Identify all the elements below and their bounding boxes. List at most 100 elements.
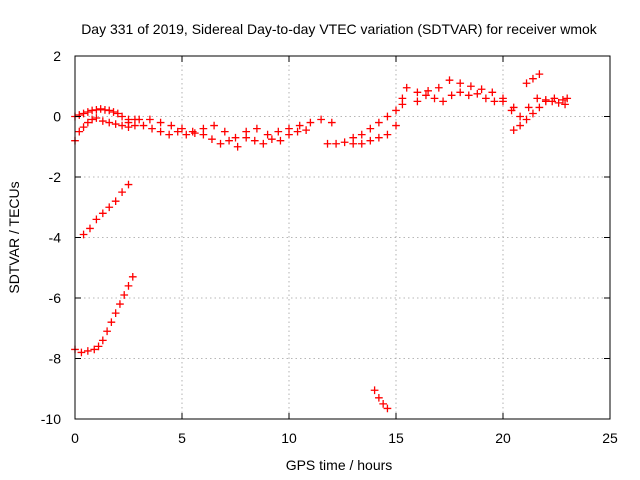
data-point — [190, 129, 199, 137]
data-point — [522, 115, 531, 124]
data-point — [467, 82, 475, 91]
series-arc-m — [522, 70, 544, 88]
data-point — [499, 94, 507, 103]
data-point — [490, 97, 499, 106]
data-point — [105, 118, 114, 127]
series-arc-l — [509, 96, 569, 134]
data-point — [77, 348, 86, 357]
data-point — [220, 127, 229, 136]
data-point — [293, 127, 302, 136]
data-point — [208, 135, 216, 144]
data-point — [473, 89, 482, 98]
data-point — [295, 121, 304, 130]
data-point — [379, 400, 388, 408]
y-tick-label: 2 — [53, 48, 61, 64]
data-point — [173, 127, 182, 136]
data-point — [79, 230, 88, 239]
data-point — [146, 115, 154, 124]
data-point — [413, 97, 422, 106]
data-point — [561, 100, 569, 109]
data-point — [199, 130, 208, 139]
y-tick-label: -4 — [49, 230, 62, 246]
data-point — [383, 404, 392, 413]
data-point — [86, 224, 94, 233]
data-series — [71, 70, 572, 413]
data-point — [533, 94, 542, 103]
data-point — [83, 347, 92, 355]
data-point — [88, 115, 96, 124]
data-point — [323, 139, 332, 148]
data-point — [268, 135, 276, 144]
data-point — [111, 197, 120, 206]
data-point — [253, 124, 261, 133]
data-point — [148, 124, 156, 133]
data-point — [375, 133, 383, 142]
series-arc-f — [131, 121, 310, 151]
axis-ticks — [74, 55, 611, 420]
x-tick-label: 20 — [495, 430, 511, 446]
data-point — [98, 117, 107, 125]
series-arc-c — [79, 180, 133, 239]
data-point — [285, 130, 293, 139]
data-point — [349, 133, 358, 142]
data-point — [482, 94, 490, 103]
data-point — [92, 114, 101, 122]
data-point — [124, 118, 133, 127]
x-tick-label: 0 — [71, 430, 79, 446]
data-point — [92, 105, 101, 114]
data-point — [375, 118, 383, 127]
data-point — [383, 112, 392, 121]
data-point — [535, 70, 544, 78]
data-point — [509, 126, 518, 134]
data-point — [366, 124, 375, 133]
data-point — [131, 121, 139, 130]
data-point — [107, 318, 116, 327]
data-point — [398, 94, 407, 103]
data-point — [548, 97, 557, 106]
series-arc-d — [71, 272, 137, 357]
chart-title: Day 331 of 2019, Sidereal Day-to-day VTE… — [81, 21, 598, 37]
data-point — [94, 342, 103, 351]
series-arc-k — [413, 76, 518, 112]
data-point — [111, 309, 120, 317]
data-point — [128, 272, 137, 281]
data-point — [340, 138, 349, 147]
data-point — [120, 291, 129, 299]
data-point — [554, 99, 563, 107]
data-point — [516, 121, 524, 130]
data-point — [242, 133, 251, 142]
data-point — [447, 91, 456, 100]
y-tick-label: 0 — [53, 109, 61, 125]
series-arc-h — [349, 83, 411, 142]
data-point — [242, 127, 251, 136]
data-point — [135, 115, 144, 124]
x-axis-label: GPS time / hours — [286, 457, 393, 473]
data-point — [464, 91, 473, 100]
data-point — [456, 88, 465, 97]
data-point — [488, 88, 497, 97]
data-point — [398, 100, 407, 109]
y-tick-label: -6 — [49, 290, 62, 306]
data-point — [263, 130, 272, 139]
data-point — [422, 91, 430, 100]
data-point — [541, 96, 550, 104]
data-point — [349, 139, 358, 148]
data-point — [103, 327, 111, 336]
x-tick-label: 25 — [602, 430, 618, 446]
data-point — [424, 86, 432, 95]
data-point — [118, 121, 126, 130]
data-point — [445, 76, 454, 85]
data-point — [524, 103, 533, 112]
series-arc-e — [124, 115, 336, 142]
data-point — [79, 109, 88, 118]
data-point — [199, 124, 208, 133]
y-tick-label: -2 — [49, 169, 62, 185]
data-point — [98, 336, 107, 345]
data-point — [124, 180, 133, 189]
data-point — [392, 106, 400, 115]
x-tick-label: 10 — [281, 430, 297, 446]
data-point — [516, 112, 524, 121]
data-point — [98, 209, 107, 218]
